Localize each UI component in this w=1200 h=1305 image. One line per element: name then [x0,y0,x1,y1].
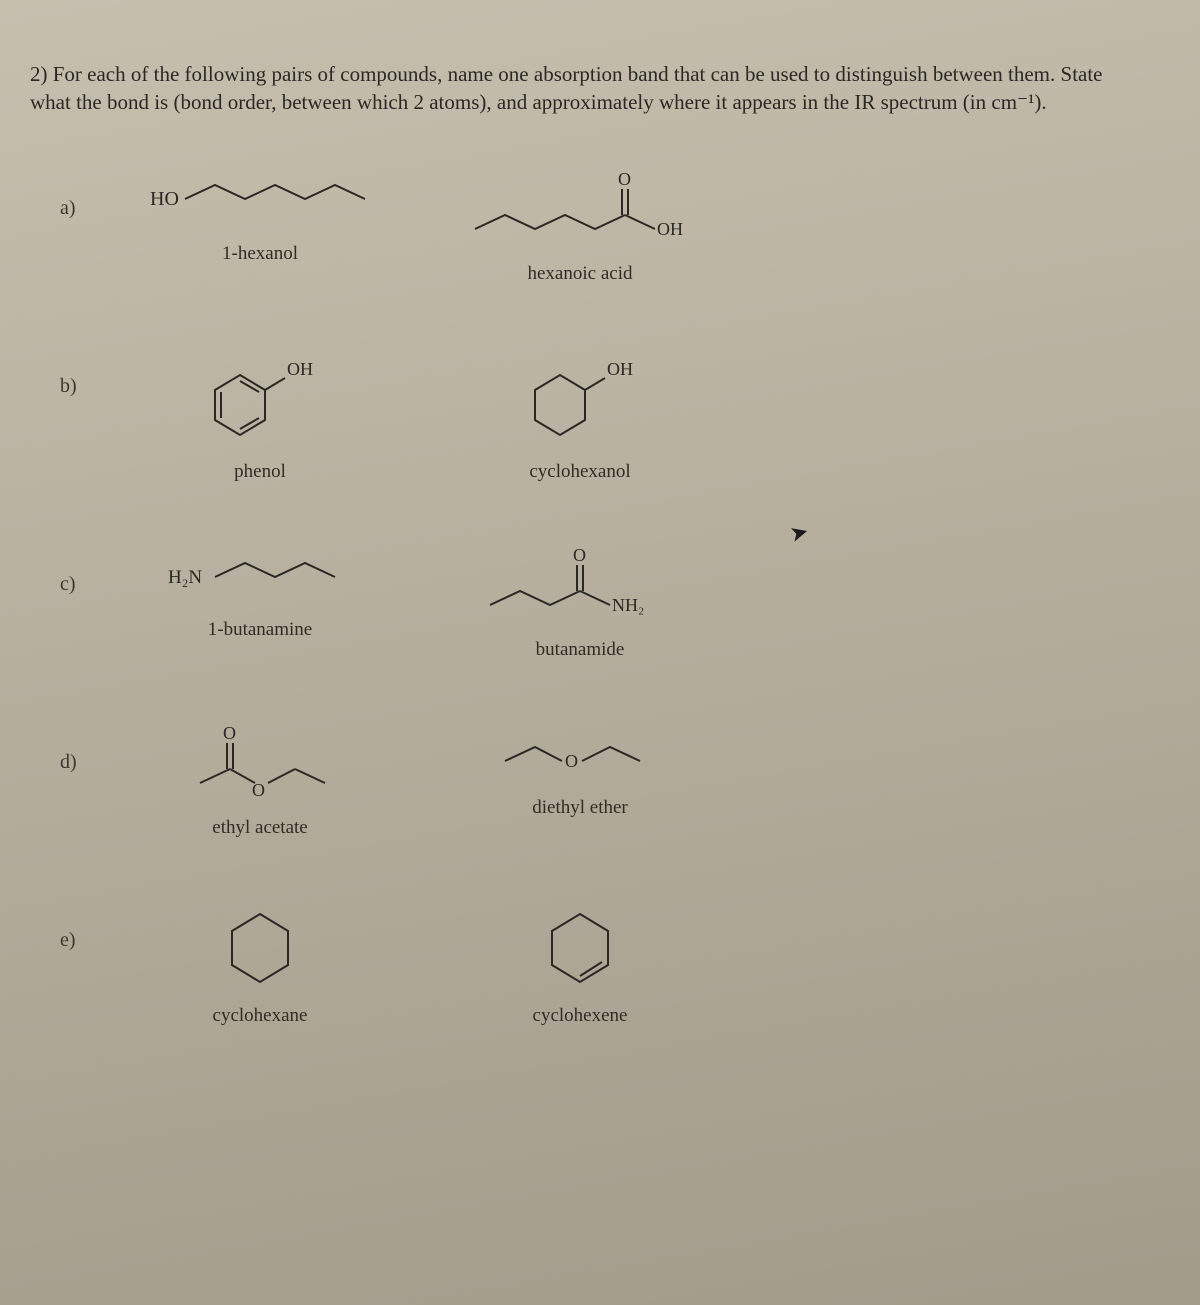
pair-label-c: c) [60,543,120,596]
name-1-hexanol: 1-hexanol [120,243,400,265]
structure-butanamide: O NH₂ [470,543,690,633]
ea-bond1 [200,769,230,783]
structure-phenol: OH [180,345,340,455]
cyclohexene-double [580,962,602,976]
name-1-butanamine: 1-butanamine [120,619,400,641]
pair-label-a: a) [60,167,120,220]
compound-diethyl-ether: O diethyl ether [440,721,720,819]
compound-cyclohexanol: OH cyclohexanol [440,345,720,483]
ea-bond4 [295,769,325,783]
compound-1-hexanol: HO 1-hexanol [120,167,400,265]
worksheet-page: 2) For each of the following pairs of co… [0,0,1200,1305]
label-ho: HO [150,188,179,210]
label-nh2: NH₂ [612,595,644,615]
benzene-ring [215,375,265,435]
structure-diethyl-ether: O [480,721,680,791]
compound-pairs: a) HO 1-hexanol O OH [60,167,1170,1027]
cyclohexane-ring [535,375,585,435]
label-ea-o: O [223,723,236,743]
name-cyclohexanol: cyclohexanol [440,461,720,483]
structure-cyclohexane [200,899,320,999]
compound-butanamide: O NH₂ butanamide [440,543,720,661]
compound-cyclohexene: cyclohexene [440,899,720,1027]
pair-row-b: b) OH phenol [60,345,1170,483]
arom-2 [240,418,259,429]
label-o: O [618,169,631,189]
dee-left [505,747,562,761]
compound-cyclohexane: cyclohexane [120,899,400,1027]
pair-label-e: e) [60,899,120,952]
label-cyclohexanol-oh: OH [607,359,633,379]
name-diethyl-ether: diethyl ether [440,797,720,819]
compound-1-butanamine: H₂N 1-butanamine [120,543,400,641]
question-text: 2) For each of the following pairs of co… [30,60,1130,117]
label-amide-o: O [573,545,586,565]
compound-phenol: OH phenol [120,345,400,483]
cyclohexene-hex [552,914,608,982]
label-oh: OH [657,219,683,239]
compound-ethyl-acetate: O O ethyl acetate [120,721,400,839]
label-phenol-oh: OH [287,359,313,379]
dee-right [582,747,640,761]
label-h2n: H₂N [168,567,202,588]
butanamine-chain [215,563,335,577]
pair-label-d: d) [60,721,120,774]
structure-cyclohexanol: OH [500,345,660,455]
structure-cyclohexene [520,899,640,999]
cyclohexane-hex [232,914,288,982]
hexanoic-chain [475,215,625,229]
label-dee-o: O [565,751,578,771]
compound-hexanoic-acid: O OH hexanoic acid [440,167,720,285]
name-cyclohexane: cyclohexane [120,1005,400,1027]
cyclohexanol-oh-bond [585,378,605,390]
structure-1-hexanol: HO [140,167,380,237]
name-butanamide: butanamide [440,639,720,661]
c-nh2-bond [580,591,610,605]
ea-bond3 [268,769,295,783]
name-phenol: phenol [120,461,400,483]
pair-label-b: b) [60,345,120,398]
butanamide-chain [490,591,580,605]
structure-ethyl-acetate: O O [170,721,350,811]
name-cyclohexene: cyclohexene [440,1005,720,1027]
structure-1-butanamine: H₂N [160,543,360,613]
pair-row-e: e) cyclohexane cyclohexene [60,899,1170,1027]
phenol-oh-bond [265,378,285,390]
pair-row-a: a) HO 1-hexanol O OH [60,167,1170,285]
name-hexanoic-acid: hexanoic acid [440,263,720,285]
label-ea-o2: O [252,780,265,800]
pair-row-c: c) H₂N 1-butanamine O NH₂ butanamide [60,543,1170,661]
structure-hexanoic-acid: O OH [460,167,700,257]
pair-row-d: d) O O ethyl acetate [60,721,1170,839]
hexanol-chain [185,185,365,199]
arom-1 [240,381,259,392]
name-ethyl-acetate: ethyl acetate [120,817,400,839]
c-oh-bond [625,215,655,229]
